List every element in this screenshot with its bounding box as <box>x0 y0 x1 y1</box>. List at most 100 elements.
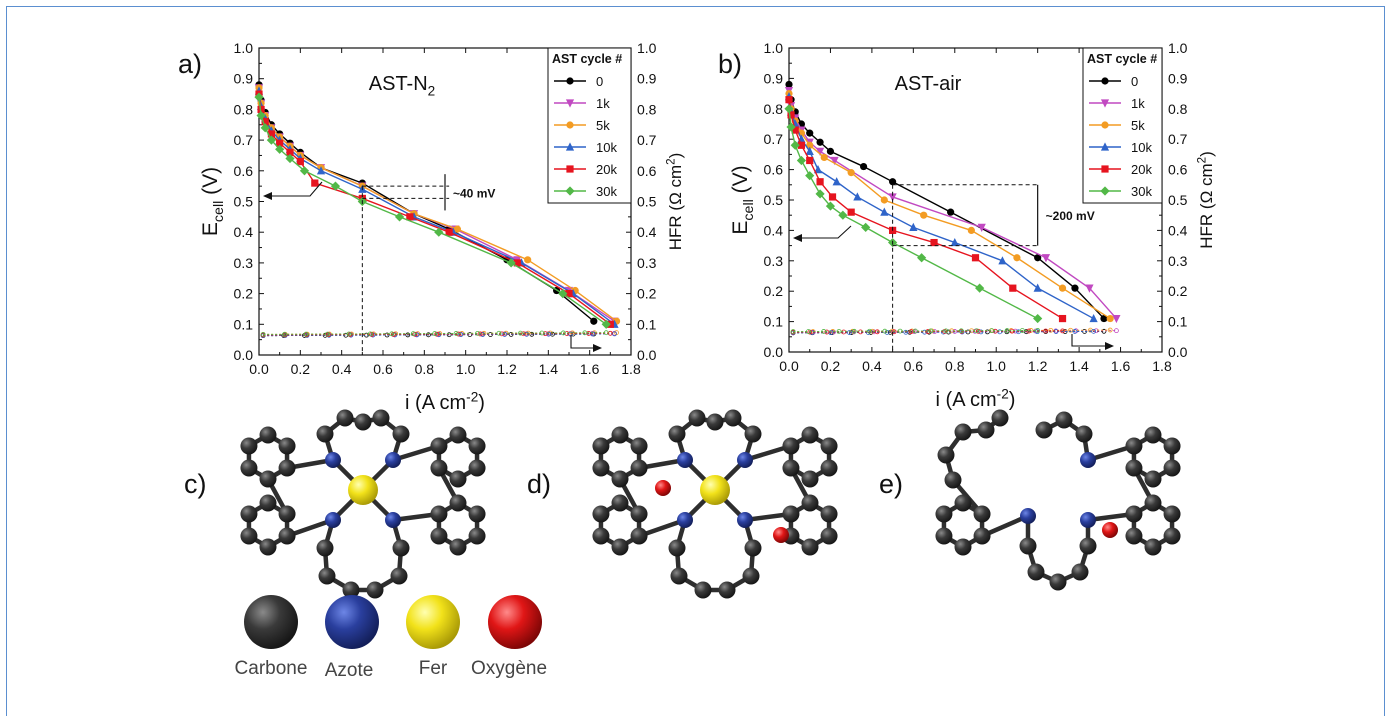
y-axis-label-a: Ecell (V) <box>199 167 227 236</box>
y2-tick-label-b: 0.9 <box>1168 70 1188 86</box>
y-tick-label-a: 0.6 <box>234 163 254 179</box>
panel-label-a: a) <box>178 49 202 79</box>
hfr-point-b-30k <box>989 328 995 334</box>
molecule-c <box>240 409 486 599</box>
x-tick-label-a: 0.6 <box>373 361 393 377</box>
data-point-b-0 <box>889 178 897 186</box>
x-axis-label-b: i (A cm-2) <box>936 386 1016 411</box>
carbon-atom-e <box>973 527 991 545</box>
data-point-a-30k <box>260 123 270 133</box>
hfr-point-a-10k <box>480 332 486 337</box>
hfr-point-a-20k <box>477 331 483 337</box>
data-point-a-30k <box>394 212 405 222</box>
data-point-b-20k <box>971 254 980 262</box>
hfr-point-a-30k <box>346 331 352 337</box>
hfr-point-b-20k <box>824 329 830 335</box>
hfr-point-b-5k <box>1048 327 1054 333</box>
arrow-to-left-axis-a <box>269 181 323 197</box>
carbon-atom-e <box>1163 505 1181 523</box>
data-point-b-20k <box>816 178 824 186</box>
hfr-point-b-10k <box>1072 329 1078 334</box>
y2-tick-label-b: 1.0 <box>1168 40 1188 56</box>
hfr-point-b-30k <box>821 329 827 334</box>
carbon-atom-d <box>744 539 762 557</box>
data-point-b-20k <box>1058 314 1067 323</box>
data-point-b-30k <box>796 155 807 166</box>
data-point-b-20k <box>828 193 837 201</box>
hfr-line-b-30k <box>793 329 1038 333</box>
carbon-atom-c <box>259 494 277 512</box>
data-point-b-5k <box>1058 284 1067 292</box>
carbon-atom-e <box>1125 459 1143 477</box>
hfr-point-a-10k <box>502 332 508 337</box>
legend-marker-a-30k <box>565 186 575 196</box>
legend-sphere-fer <box>406 595 460 649</box>
carbon-atom-c <box>392 539 410 557</box>
y2-tick-label-b: 0.2 <box>1168 283 1188 299</box>
carbon-atom-e <box>954 538 972 556</box>
y-tick-label-a: 0.9 <box>234 71 254 87</box>
y2-tick-label-b: 0.3 <box>1168 253 1188 269</box>
hfr-point-a-5k <box>437 331 443 336</box>
series-b-30k <box>784 104 1043 324</box>
carbon-atom-d <box>801 538 819 556</box>
carbon-atom-d <box>668 539 686 557</box>
y2-tick-label-a: 1.0 <box>637 40 657 56</box>
y2-tick-label-a: 0.7 <box>637 132 657 148</box>
series-a-30k <box>254 92 611 329</box>
y-tick-label-a: 0.7 <box>234 132 254 148</box>
data-point-b-1k <box>1085 284 1094 293</box>
nitrogen-atom-d <box>737 512 753 528</box>
hfr-point-b-20k <box>992 328 998 334</box>
legend-label-b-20k: 20k <box>1131 162 1152 177</box>
carbon-atom-d <box>718 581 736 599</box>
carbon-atom-e <box>991 409 1009 427</box>
x-tick-label-b: 1.6 <box>1111 358 1131 374</box>
carbon-atom-d <box>611 494 629 512</box>
data-point-b-0 <box>806 129 814 137</box>
data-point-a-20k <box>445 228 453 236</box>
y2-axis-label-b: HFR (Ω cm2) <box>1197 151 1216 249</box>
series-b-20k <box>785 96 1067 323</box>
hfr-point-b-1k <box>1114 328 1119 334</box>
y-tick-label-b: 0.2 <box>764 283 784 299</box>
hfr-point-a-10k <box>304 333 310 338</box>
hfr-point-b-30k <box>867 328 872 334</box>
nitrogen-atom-c <box>385 452 401 468</box>
y-tick-label-b: 0.6 <box>764 162 784 178</box>
carbon-atom-e <box>1144 426 1162 444</box>
y2-axis-label-a: HFR (Ω cm2) <box>666 153 685 251</box>
carbon-atom-c <box>430 505 448 523</box>
hfr-series-a-30k <box>260 330 609 337</box>
data-point-b-5k <box>820 153 828 162</box>
hfr-point-b-30k <box>1035 328 1041 333</box>
carbon-atom-d <box>611 470 629 488</box>
hfr-point-b-20k <box>1043 328 1049 334</box>
carbon-atom-e <box>1055 411 1073 429</box>
hfr-series-b-30k <box>790 328 1041 335</box>
arrowhead-left-b <box>793 234 802 242</box>
y-tick-label-a: 0.3 <box>234 255 254 271</box>
carbon-atom-c <box>336 409 354 427</box>
chart-title-b: AST-air <box>895 73 962 95</box>
series-b-1k <box>784 86 1121 324</box>
hfr-point-b-5k <box>1107 327 1113 333</box>
x-tick-label-b: 0.8 <box>945 358 965 374</box>
x-tick-label-b: 1.4 <box>1069 358 1089 374</box>
carbon-atom-c <box>468 527 486 545</box>
carbon-atom-c <box>449 470 467 488</box>
carbon-atom-d <box>820 505 838 523</box>
carbon-atom-e <box>1163 527 1181 545</box>
hfr-point-b-30k <box>974 328 979 334</box>
legend-label-a-30k: 30k <box>596 184 617 199</box>
hfr-point-a-30k <box>325 331 330 337</box>
x-tick-label-b: 1.8 <box>1152 358 1172 374</box>
data-point-a-5k <box>524 256 532 264</box>
x-tick-label-b: 0.0 <box>779 358 799 374</box>
panel-b-plot: b)0.0 0.00.1 0.10.2 0.20.3 0.30.4 0.40.5 0.50.… <box>718 40 1216 411</box>
data-point-b-20k <box>787 111 795 119</box>
carbon-atom-c <box>240 459 258 477</box>
hfr-point-a-20k <box>304 332 309 338</box>
hfr-point-b-30k <box>943 328 949 334</box>
carbon-atom-d <box>630 459 648 477</box>
